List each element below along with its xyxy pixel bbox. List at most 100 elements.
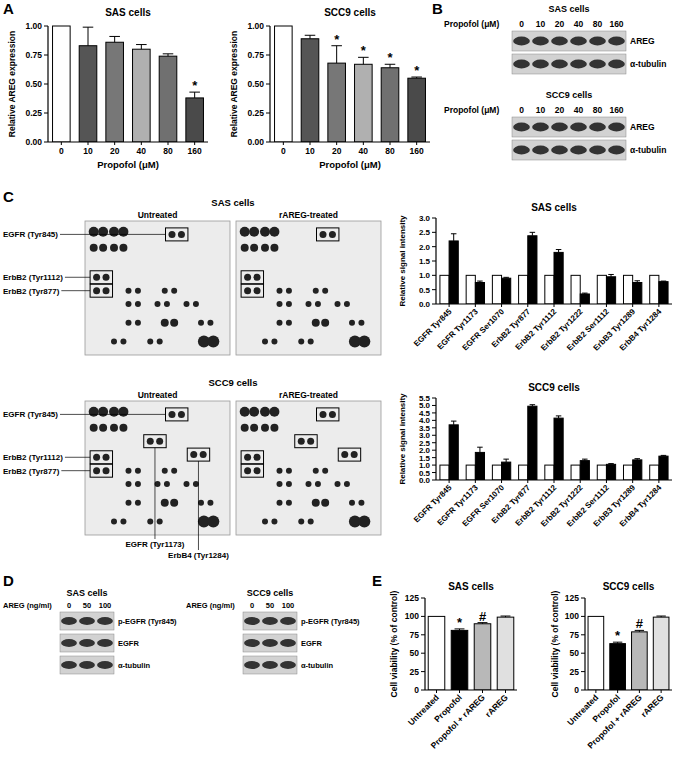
error-bar [83,27,94,46]
group-title: SCC9 cells [546,90,593,100]
y-tick-label: 3.0 [419,214,431,223]
callout-line [198,461,199,550]
bar [528,406,537,480]
x-tick-label: 160 [188,146,202,156]
callout-box [166,228,188,241]
y-tick-label: 1.5 [419,257,431,266]
array-spot [286,320,292,326]
array-spot [109,407,119,417]
error-bar [451,234,457,241]
y-tick [581,690,585,691]
array-spot [93,467,100,474]
chart: *#0255075100125UntreatedPropofolPropofol… [389,581,517,751]
x-tick [580,304,581,307]
y-tick-label: 0.5 [419,286,431,295]
row-label: AREG [630,36,655,46]
band [551,146,568,155]
bar [475,283,484,305]
callout-box [187,448,209,461]
y-tick-label: 0.75 [25,50,42,60]
lane-label: 160 [609,19,623,29]
callout-box [338,448,360,461]
error-bar [503,459,509,462]
band [532,37,549,46]
array-spot [240,227,250,237]
y-tick [581,598,585,599]
y-tick-label: 100 [565,611,579,621]
array-spot [110,424,118,432]
x-tick-label: 160 [410,146,424,156]
array-spot [329,231,336,238]
y-tick [421,690,425,691]
bar [650,465,659,480]
x-tick [639,690,640,693]
y-tick-label: 25 [570,667,580,677]
bar [381,68,399,142]
array-spot [119,424,127,432]
array-spot [126,468,132,474]
image-label: rAREG-treated [279,210,338,220]
x-tick [554,480,555,483]
band [280,661,296,669]
y-tick-label: 0.50 [25,79,42,89]
significance: * [192,78,198,93]
row-label: p-EGFR (Tyr845) [301,617,360,626]
bar [571,275,580,304]
x-tick-label: Untreated [406,692,441,727]
callout-line [61,470,90,471]
y-tick-label: 50 [410,648,420,658]
y-tick [44,26,48,27]
significance: # [636,616,644,631]
lane-label: 0 [67,601,71,610]
array-spot [254,287,261,294]
y-tick [432,405,436,406]
x-tick-label: 20 [332,146,342,156]
callout-box [241,284,263,297]
array-spot [312,499,320,507]
array-spot [349,500,355,506]
array-spot [93,454,100,461]
chart: *#0255075100125UntreatedPropofolPropofol… [550,581,672,751]
array-spot [312,319,320,327]
x-tick [194,142,195,145]
lane-label: 50 [266,601,274,610]
array-spot [207,500,213,506]
x-tick [61,142,62,145]
bar [502,462,511,480]
x-tick-label: Propofol + rAREG [429,692,488,751]
array-spot [269,227,279,237]
bar [659,456,668,480]
x-tick [141,142,142,145]
array-spot [193,301,199,307]
condition-label: Propofol (μM) [444,105,499,115]
y-tick-label: 0 [414,685,419,695]
significance: * [334,32,340,47]
blot-strip [60,656,114,674]
chart-title: SAS cells [531,202,577,213]
error-bar [635,281,641,283]
callout-box [317,408,339,421]
lane-label: 40 [574,105,584,115]
x-tick-label: 10 [305,146,315,156]
x-tick [606,304,607,307]
x-tick [482,690,483,693]
bar [466,275,475,304]
array-spot [260,407,270,417]
row-label: EGFR [301,639,322,648]
bar [451,630,468,690]
callout-label: ErbB2 (Tyr877) [3,287,60,296]
row-label: α-tubulin [630,59,666,69]
error-bar [451,421,457,425]
y-tick [266,84,270,85]
array-spot [184,301,190,307]
blot-strip [243,656,297,674]
x-tick [632,480,633,483]
row-label: p-EGFR (Tyr845) [118,617,177,626]
condition-label: AREG (ng/ml) [186,601,235,610]
array-spot [120,519,126,525]
x-axis [585,689,672,690]
callout-box [317,228,339,241]
callout-box [90,284,112,297]
band [262,639,278,647]
lane-label: 50 [83,601,91,610]
